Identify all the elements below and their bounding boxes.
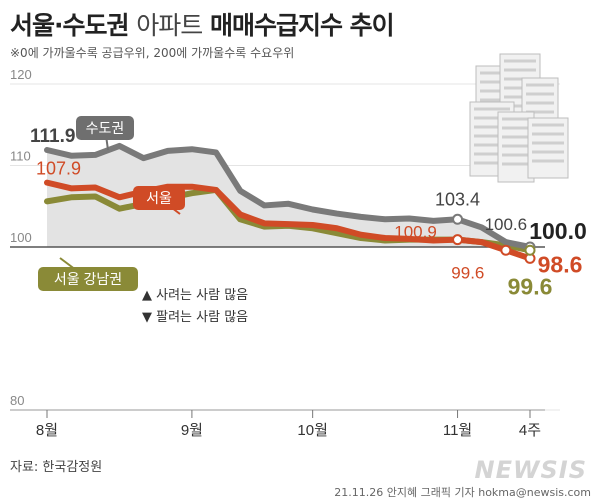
marker-0-17	[452, 213, 464, 225]
chart-subtitle: ※0에 가까울수록 공급우위, 200에 가까울수록 수요우위	[10, 46, 295, 60]
chart-title: 서울·수도권 아파트 매매수급지수 추이	[10, 6, 395, 42]
series-tag-box-1	[133, 186, 185, 210]
source-note: 자료: 한국감정원	[10, 460, 103, 475]
start-label-seoul: 107.9	[36, 159, 81, 179]
series-line-0	[44, 142, 533, 250]
newsis-watermark: NEWSIS	[474, 456, 587, 484]
series-line-1	[44, 179, 533, 262]
legend-buyers-more: ▲ 사려는 사람 많음	[142, 288, 249, 303]
x-tick-label-6: 9월	[181, 422, 203, 439]
series-tag-label-1: 서울	[146, 190, 172, 206]
start-label-capital: 111.9	[30, 126, 75, 147]
y-tick-label-80: 80	[10, 393, 24, 408]
area-band-capital	[47, 145, 530, 247]
marker-1-19	[500, 244, 512, 256]
point-label-0-17: 103.4	[435, 189, 480, 209]
x-tick-label-17: 11월	[443, 422, 472, 439]
series-tag-label-2: 서울 강남권	[54, 271, 122, 287]
point-label-1-17: 100.9	[394, 223, 437, 242]
y-tick-label-120: 120	[10, 67, 32, 82]
series-tag-label-0: 수도권	[86, 120, 125, 136]
apartment-building-5	[527, 117, 569, 179]
title-part-index: 매매수급지수 추이	[209, 11, 395, 40]
x-tick-label-20: 4주	[519, 422, 541, 439]
point-label-1-19: 99.6	[451, 263, 484, 282]
marker-1-17	[452, 234, 464, 246]
point-label-1-20: 98.6	[538, 251, 583, 277]
series-tag-box-2	[38, 267, 138, 291]
graphic-credit: 21.11.26 안지혜 그래픽 기자 hokma@newsis.com	[334, 486, 591, 499]
x-tick-label-11: 10월	[297, 422, 328, 439]
point-label-0-19: 100.6	[485, 215, 528, 234]
point-label-2-20: 99.6	[508, 273, 553, 299]
x-tick-label-0: 8월	[36, 422, 58, 439]
y-tick-label-110: 110	[10, 149, 31, 164]
y-tick-label-100: 100	[10, 230, 32, 245]
point-label-0-20: 100.0	[529, 218, 587, 244]
legend-sellers-more: ▼ 팔려는 사람 많음	[142, 310, 249, 325]
title-part-region: 서울·수도권	[10, 11, 129, 40]
marker-2-20	[524, 244, 536, 256]
series-tag-box-0	[76, 116, 134, 140]
title-part-apartment: 아파트	[136, 11, 203, 40]
